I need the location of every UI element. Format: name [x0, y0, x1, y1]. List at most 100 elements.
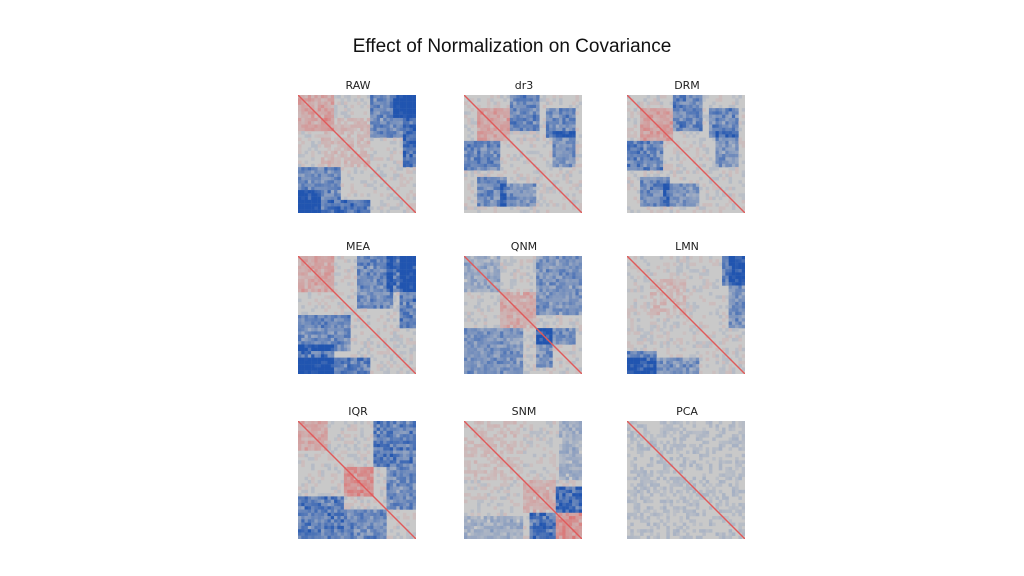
heatmap-cell: [516, 137, 520, 142]
heatmap-cell: [568, 256, 573, 260]
heatmap-cell: [334, 295, 338, 299]
heatmap-cell: [311, 282, 315, 286]
heatmap-cell: [402, 117, 407, 122]
heatmap-cell: [389, 95, 394, 99]
heatmap-cell: [672, 272, 677, 276]
heatmap-cell: [572, 167, 576, 171]
heatmap-cell: [464, 173, 468, 178]
heatmap-cell: [307, 127, 312, 132]
heatmap-cell: [666, 282, 670, 286]
heatmap-cell: [503, 334, 507, 339]
heatmap-cell: [470, 190, 475, 194]
heatmap-cell: [298, 167, 302, 171]
heatmap-cell: [686, 134, 690, 138]
heatmap-cell: [396, 114, 400, 119]
heatmap-cell: [529, 114, 534, 119]
heatmap-cell: [307, 203, 312, 207]
heatmap-cell: [559, 341, 563, 345]
heatmap-cell: [399, 256, 404, 260]
heatmap-cell: [307, 209, 312, 213]
heatmap-cell: [496, 334, 501, 339]
heatmap-cell: [389, 206, 394, 210]
heatmap-cell: [682, 127, 687, 132]
heatmap-cell: [562, 269, 566, 273]
heatmap-cell: [480, 354, 484, 358]
heatmap-cell: [402, 144, 407, 148]
heatmap-cell: [646, 331, 651, 335]
heatmap-cell: [337, 131, 341, 135]
heatmap-cell: [470, 367, 475, 371]
heatmap-cell: [343, 324, 348, 329]
heatmap-cell: [555, 269, 560, 273]
heatmap-cell: [334, 114, 338, 119]
heatmap-cell: [549, 173, 553, 178]
heatmap-cell: [470, 98, 475, 102]
heatmap-cell: [656, 176, 660, 181]
heatmap-cell: [633, 160, 638, 165]
heatmap-cell: [679, 111, 683, 115]
heatmap-cell: [376, 262, 381, 267]
heatmap-cell: [409, 256, 413, 260]
heatmap-cell: [486, 157, 491, 161]
heatmap-cell: [653, 114, 657, 119]
heatmap-cell: [568, 121, 573, 125]
heatmap-cell: [653, 157, 657, 161]
heatmap-cell: [735, 160, 739, 165]
heatmap-cell: [383, 95, 387, 99]
heatmap-cell: [692, 95, 697, 99]
heatmap-cell: [718, 315, 723, 319]
heatmap-cell: [500, 167, 504, 171]
heatmap-cell: [503, 108, 507, 112]
heatmap-cell: [649, 167, 654, 171]
heatmap-cell: [311, 196, 315, 201]
heatmap-cell: [555, 121, 560, 125]
heatmap-cell: [327, 288, 331, 293]
heatmap-cell: [373, 285, 377, 289]
heatmap-cell: [509, 341, 514, 345]
heatmap-cell: [695, 95, 700, 99]
heatmap-cell: [686, 262, 690, 267]
heatmap-cell: [334, 163, 338, 168]
heatmap-cell: [324, 101, 328, 106]
heatmap-cell: [656, 311, 660, 316]
heatmap-cell: [493, 262, 497, 267]
heatmap-cell: [532, 262, 537, 267]
heatmap-cell: [572, 328, 576, 332]
heatmap-cell: [682, 186, 687, 191]
heatmap-cell: [340, 167, 345, 171]
heatmap-cell: [493, 147, 497, 151]
heatmap-cell: [653, 140, 657, 145]
heatmap-cell: [666, 278, 670, 283]
heatmap-cell: [549, 351, 553, 355]
heatmap-cell: [722, 111, 726, 115]
heatmap-cell: [715, 108, 719, 112]
heatmap-cell: [708, 157, 713, 161]
heatmap-cell: [630, 111, 634, 115]
heatmap-cell: [470, 282, 475, 286]
heatmap-cell: [370, 206, 374, 210]
heatmap-cell: [496, 180, 501, 184]
heatmap-cell: [695, 147, 700, 151]
heatmap-cell: [304, 167, 309, 171]
heatmap-cell: [565, 367, 570, 371]
heatmap-cell: [353, 167, 358, 171]
heatmap-cell: [304, 186, 309, 191]
heatmap-cell: [330, 344, 335, 348]
heatmap-cell: [731, 163, 736, 168]
heatmap-cell: [731, 147, 736, 151]
heatmap-cell: [334, 311, 338, 316]
heatmap-cell: [314, 134, 318, 138]
heatmap-cell: [363, 131, 368, 135]
heatmap-cell: [363, 199, 368, 204]
heatmap-cell: [480, 347, 484, 352]
heatmap-cell: [311, 259, 315, 263]
heatmap-cell: [565, 124, 570, 128]
heatmap-cell: [676, 114, 680, 119]
heatmap-cell: [470, 124, 475, 128]
heatmap-cell: [324, 318, 328, 322]
heatmap-cell: [559, 111, 563, 115]
heatmap-cell: [301, 170, 305, 174]
heatmap-cell: [542, 367, 547, 371]
heatmap-cell: [330, 170, 335, 174]
heatmap-cell: [464, 101, 468, 106]
